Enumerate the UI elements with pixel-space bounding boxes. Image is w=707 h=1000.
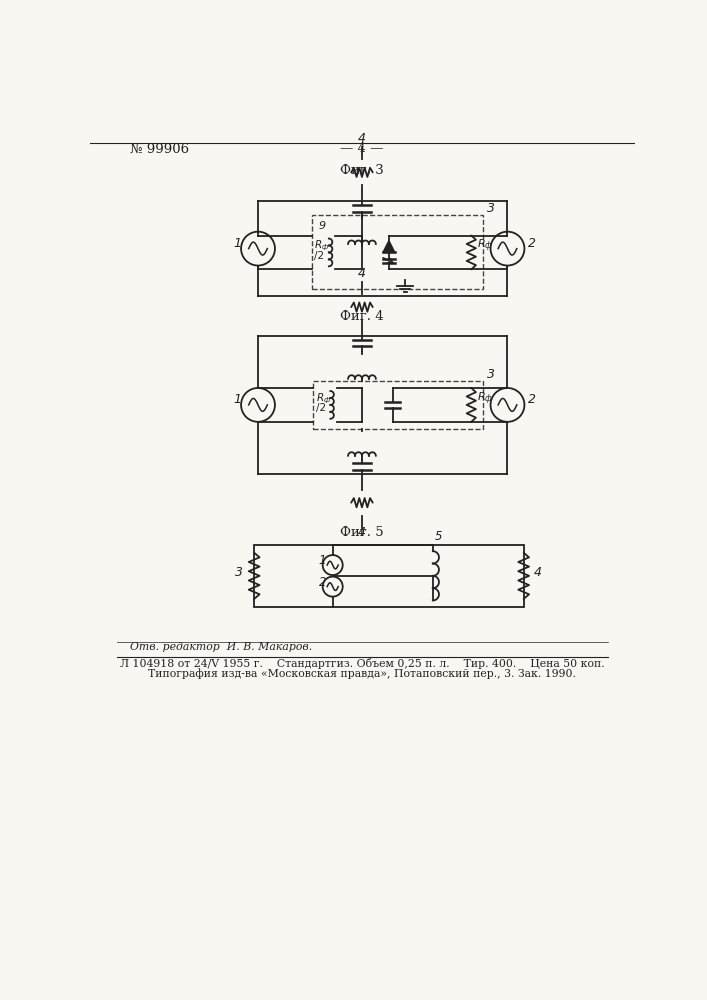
Text: $R_{ф}$: $R_{ф}$ bbox=[477, 390, 493, 407]
Text: 3: 3 bbox=[486, 368, 495, 381]
Text: 5: 5 bbox=[435, 530, 443, 543]
Text: $R_{ф}$: $R_{ф}$ bbox=[477, 238, 493, 254]
Text: Фиг. 4: Фиг. 4 bbox=[340, 310, 384, 323]
Text: 2: 2 bbox=[527, 393, 535, 406]
Text: Типография изд-ва «Московская правда», Потаповский пер., 3. Зак. 1990.: Типография изд-ва «Московская правда», П… bbox=[148, 669, 576, 679]
Text: $R_{ф}$: $R_{ф}$ bbox=[314, 239, 329, 253]
Text: 2: 2 bbox=[319, 576, 327, 589]
Text: 4: 4 bbox=[358, 267, 366, 280]
Polygon shape bbox=[383, 241, 395, 252]
Text: /2: /2 bbox=[316, 403, 326, 413]
Bar bbox=[313, 381, 483, 429]
Text: /2: /2 bbox=[314, 251, 325, 261]
Text: Фиг. 5: Фиг. 5 bbox=[340, 526, 384, 539]
Text: 4: 4 bbox=[358, 132, 366, 145]
Text: 2: 2 bbox=[527, 237, 535, 250]
Text: 1: 1 bbox=[319, 554, 327, 567]
Text: 3: 3 bbox=[486, 202, 495, 215]
Text: 1: 1 bbox=[233, 237, 241, 250]
Text: Фиг. 3: Фиг. 3 bbox=[340, 164, 384, 177]
Text: № 99906: № 99906 bbox=[130, 142, 189, 155]
Text: 4: 4 bbox=[534, 566, 542, 579]
Text: 1: 1 bbox=[233, 393, 241, 406]
Text: 4: 4 bbox=[358, 526, 366, 539]
Text: Л 104918 от 24/V 1955 г.    Стандартгиз. Объем 0,25 п. л.    Тир. 400.    Цена 5: Л 104918 от 24/V 1955 г. Стандартгиз. Об… bbox=[119, 658, 604, 669]
Text: 3: 3 bbox=[235, 566, 243, 579]
Text: 9: 9 bbox=[318, 221, 325, 231]
Text: Отв. редактор  И. В. Макаров.: Отв. редактор И. В. Макаров. bbox=[130, 642, 312, 652]
Text: $R_{ф}$: $R_{ф}$ bbox=[316, 391, 331, 406]
Text: — 4 —: — 4 — bbox=[340, 142, 384, 155]
Bar bbox=[312, 215, 483, 289]
Bar bbox=[254, 545, 524, 607]
